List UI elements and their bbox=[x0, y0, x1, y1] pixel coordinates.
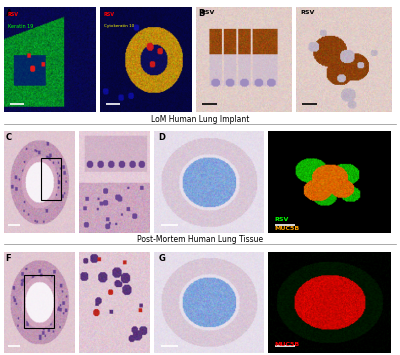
Text: MUC5B: MUC5B bbox=[274, 225, 299, 230]
Text: B: B bbox=[198, 9, 204, 18]
Text: F: F bbox=[6, 254, 11, 263]
Text: E: E bbox=[273, 133, 278, 142]
Text: C: C bbox=[6, 133, 12, 142]
Bar bbox=[24, 275, 54, 328]
Bar bbox=[41, 158, 61, 200]
Text: RSV: RSV bbox=[104, 12, 115, 17]
Text: H: H bbox=[273, 254, 280, 263]
Text: RSV: RSV bbox=[201, 10, 215, 15]
Text: RSV: RSV bbox=[301, 10, 315, 15]
Text: Keratin 19: Keratin 19 bbox=[8, 24, 33, 29]
Text: MUC5B: MUC5B bbox=[274, 342, 299, 347]
Text: G: G bbox=[158, 254, 165, 263]
Text: D: D bbox=[158, 133, 166, 142]
Text: Post-Mortem Human Lung Tissue: Post-Mortem Human Lung Tissue bbox=[137, 235, 263, 245]
Text: RSV: RSV bbox=[8, 12, 19, 17]
Text: RSV: RSV bbox=[274, 217, 288, 222]
Text: LoM Human Lung Implant: LoM Human Lung Implant bbox=[151, 115, 249, 124]
Text: Cytokeratin 10: Cytokeratin 10 bbox=[104, 24, 134, 28]
Text: A: A bbox=[6, 9, 12, 18]
